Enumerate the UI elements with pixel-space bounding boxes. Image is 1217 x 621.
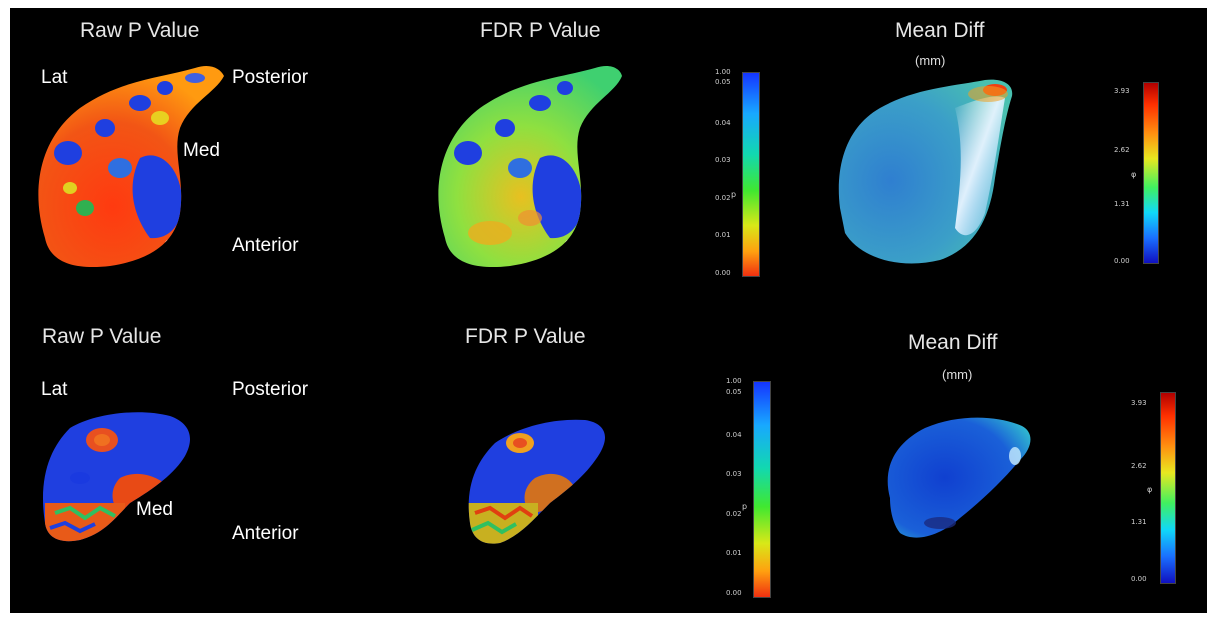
surface-renderings [38, 65, 1031, 544]
figure-panel: Raw P Value FDR P Value Mean Diff (mm) L… [10, 8, 1207, 613]
diff-colorbar-top [1143, 82, 1159, 264]
diff-tick-top-3: 0.00 [1114, 257, 1130, 265]
p-tick-bottom-2: 0.04 [726, 431, 742, 439]
p-tick-bottom-3: 0.03 [726, 470, 742, 478]
p-tick-top-4: 0.02 [715, 194, 731, 202]
diff-axis-label-top: φ [1131, 170, 1137, 179]
fdr-p-surface-bottom [468, 419, 605, 544]
lat-label-bottom: Lat [41, 379, 68, 400]
diff-tick-bottom-3: 0.00 [1131, 575, 1147, 583]
p-tick-top-1: 0.05 [715, 78, 731, 86]
p-axis-label-top: p [731, 190, 737, 199]
med-label-top: Med [183, 140, 220, 161]
p-tick-top-5: 0.01 [715, 231, 731, 239]
mean-diff-unit-bottom: (mm) [942, 367, 973, 382]
diff-tick-top-1: 2.62 [1114, 146, 1130, 154]
fdr-p-title-top: FDR P Value [480, 19, 601, 42]
fdr-p-surface-top [438, 65, 622, 268]
p-tick-top-2: 0.04 [715, 119, 731, 127]
raw-p-title-bottom: Raw P Value [42, 325, 162, 348]
diff-tick-top-2: 1.31 [1114, 200, 1130, 208]
posterior-label-bottom: Posterior [232, 379, 309, 400]
p-colorbar-bottom [753, 381, 771, 598]
diff-tick-bottom-0: 3.93 [1131, 399, 1147, 407]
p-colorbar-top [742, 72, 760, 277]
anterior-label-bottom: Anterior [232, 523, 299, 544]
raw-p-surface-top [38, 65, 224, 268]
mean-diff-surface-bottom [887, 417, 1031, 538]
mean-diff-surface-top [838, 79, 1013, 264]
p-tick-bottom-5: 0.01 [726, 549, 742, 557]
mean-diff-title-top: Mean Diff [895, 19, 985, 42]
p-tick-bottom-4: 0.02 [726, 510, 742, 518]
anterior-label-top: Anterior [232, 235, 299, 256]
raw-p-title-top: Raw P Value [80, 19, 200, 42]
diff-tick-bottom-2: 1.31 [1131, 518, 1147, 526]
p-tick-bottom-1: 0.05 [726, 388, 742, 396]
p-tick-top-0: 1.00 [715, 68, 731, 76]
raw-p-surface-bottom [42, 412, 190, 542]
posterior-label-top: Posterior [232, 67, 309, 88]
mean-diff-unit-top: (mm) [915, 53, 946, 68]
lat-label-top: Lat [41, 67, 68, 88]
diff-colorbar-bottom [1160, 392, 1176, 584]
p-tick-bottom-6: 0.00 [726, 589, 742, 597]
p-tick-top-3: 0.03 [715, 156, 731, 164]
p-tick-top-6: 0.00 [715, 269, 731, 277]
diff-tick-bottom-1: 2.62 [1131, 462, 1147, 470]
diff-tick-top-0: 3.93 [1114, 87, 1130, 95]
diff-axis-label-bottom: φ [1147, 485, 1153, 494]
mean-diff-title-bottom: Mean Diff [908, 331, 998, 354]
med-label-bottom: Med [136, 499, 173, 520]
p-axis-label-bottom: p [742, 502, 748, 511]
fdr-p-title-bottom: FDR P Value [465, 325, 586, 348]
p-tick-bottom-0: 1.00 [726, 377, 742, 385]
